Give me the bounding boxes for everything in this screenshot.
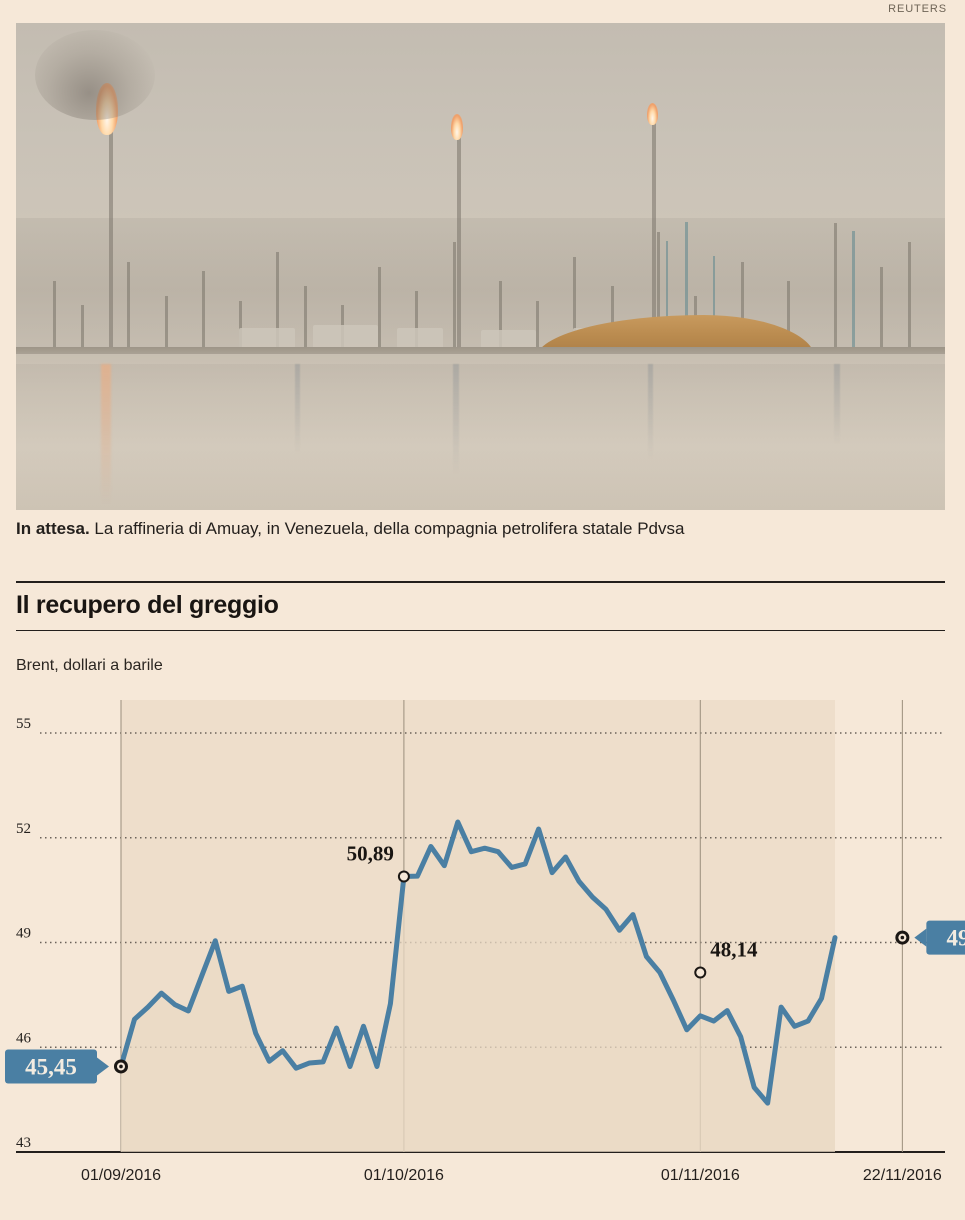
photo-stack (536, 300, 540, 350)
photo-stack (415, 290, 419, 350)
annotation-badge (926, 920, 965, 955)
photo-refinery-haze (16, 217, 945, 350)
x-axis-label: 22/11/2016 (863, 1167, 942, 1184)
photo-stack (610, 286, 614, 350)
amuay-refinery-photo (16, 23, 945, 510)
photo-caption: In attesa. La raffineria di Amuay, in Ve… (16, 518, 945, 540)
x-axis-label: 01/10/2016 (364, 1167, 444, 1184)
photo-credit: REUTERS (888, 3, 947, 15)
photo-stack (787, 281, 791, 350)
photo-stack (303, 286, 307, 350)
photo-stack (573, 256, 577, 350)
photo-water (16, 354, 945, 510)
photo-flare-stack (652, 105, 657, 350)
header-rule-top (16, 581, 945, 583)
chart-title: Il recupero del greggio (16, 591, 279, 619)
annotation-badge-label: 45,45 (25, 1054, 77, 1079)
annotation-pointer (97, 1057, 109, 1076)
photo-reflection-streak (833, 363, 840, 444)
photo-process-unit (684, 221, 688, 349)
y-axis-label: 52 (16, 821, 31, 837)
annotation-value-label: 48,14 (710, 938, 758, 962)
photo-storage-tank (396, 327, 444, 348)
photo-flare-stack (108, 125, 113, 350)
photo-stack (127, 261, 131, 350)
photo-stack (238, 300, 242, 350)
x-axis-label: 01/09/2016 (81, 1167, 161, 1184)
photo-stack (657, 232, 660, 350)
photo-flare-flame (646, 103, 658, 126)
photo-storage-tank (313, 325, 379, 348)
caption-lead: In attesa. (16, 519, 90, 538)
brent-price-line (118, 819, 838, 1106)
annotation-pointer (914, 928, 927, 947)
brent-price-chart: 43 46 49 52 55 01/09/2016 01/10/2016 01/11/2016… (0, 700, 965, 1220)
photo-stack (833, 222, 837, 350)
y-axis-label: 46 (16, 1030, 32, 1046)
y-axis-label: 55 (16, 716, 31, 732)
annotation-badge-label: 49,14 (946, 926, 965, 951)
photo-stack (499, 281, 503, 350)
photo-process-unit (712, 255, 715, 349)
photo-stack (81, 305, 85, 350)
photo-reflection-streak (452, 363, 459, 474)
photo-reflection-streak (294, 363, 300, 454)
y-axis-label: 49 (16, 926, 31, 942)
photo-stack (164, 295, 168, 350)
data-point-marker-inner (696, 968, 705, 977)
photo-flare-stack (457, 125, 462, 350)
data-point-marker-inner (399, 872, 408, 881)
chart-svg: 43 46 49 52 55 01/09/2016 01/10/2016 01/11/2016… (5, 700, 965, 1184)
data-point-marker-dot (900, 935, 905, 940)
photo-flame-reflection (101, 363, 112, 504)
photo-storage-tank (480, 329, 537, 348)
y-axis-label: 43 (16, 1135, 31, 1151)
photo-water-reflection (16, 363, 945, 510)
annotation-badge (5, 1049, 97, 1084)
photo-stack (53, 281, 57, 350)
photo-stack (879, 266, 883, 350)
header-rule-bottom (16, 630, 945, 631)
annotation-value-label: 50,89 (347, 842, 394, 866)
photo-process-unit (852, 231, 856, 349)
photo-stack (907, 242, 911, 350)
photo-flare-flame (450, 113, 463, 140)
photo-stack (276, 251, 280, 350)
photo-stack (378, 266, 382, 350)
photo-stack (452, 242, 456, 350)
photo-storage-tank (238, 327, 295, 348)
caption-text: La raffineria di Amuay, in Venezuela, de… (89, 519, 685, 538)
photo-smoke-plume (34, 30, 155, 121)
chart-subtitle: Brent, dollari a barile (16, 657, 163, 674)
data-point-marker-dot (119, 1064, 123, 1069)
photo-reflection-streak (647, 363, 653, 459)
photo-stack (201, 271, 205, 350)
photo-process-unit (666, 241, 669, 349)
x-axis-label: 01/11/2016 (661, 1167, 740, 1184)
photo-stack (740, 261, 744, 350)
